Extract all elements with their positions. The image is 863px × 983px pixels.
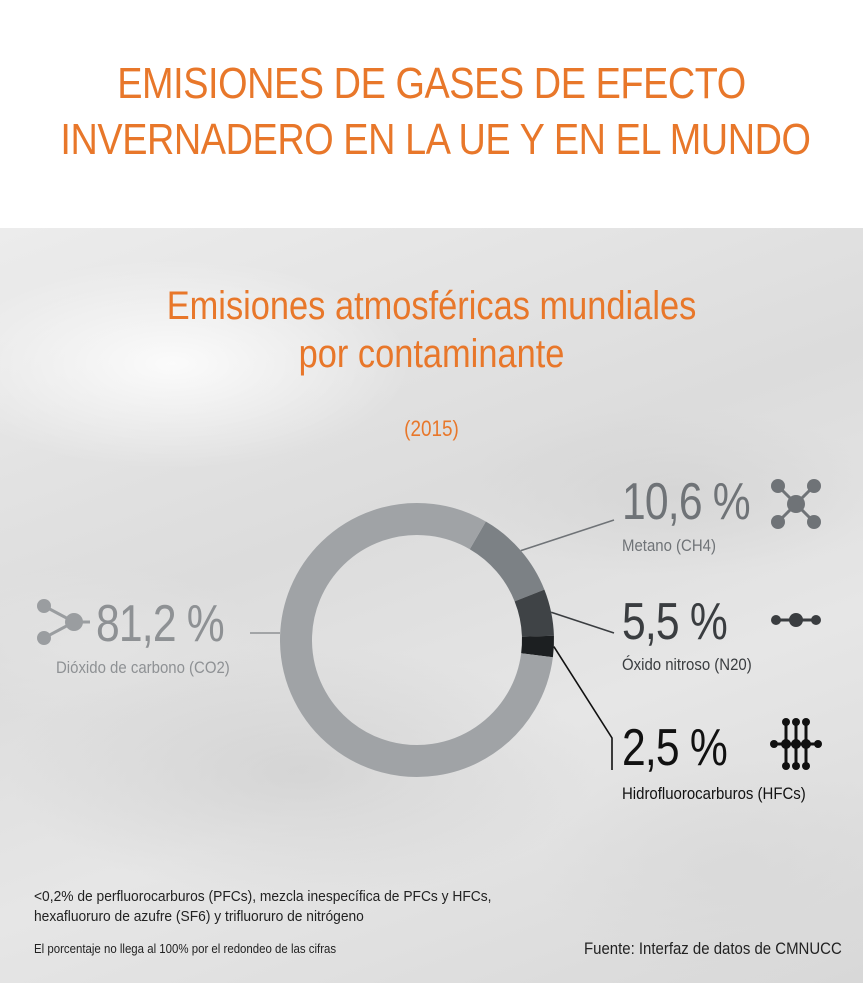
co2-label: Dióxido de carbono (CO2) [56, 658, 230, 677]
ch4-slice [469, 521, 545, 602]
n2o-label: Óxido nitroso (N20) [622, 655, 752, 674]
ch4-leader-line [520, 519, 615, 552]
hfc-label: Hidrofluorocarburos (HFCs) [622, 784, 806, 803]
hfc-leader-line [553, 646, 613, 770]
chart-title-line-2: por contaminante [298, 332, 565, 376]
source-credit: Fuente: Interfaz de datos de CMNUCC [584, 939, 842, 958]
footnote-rounding: El porcentaje no llega al 100% por el re… [34, 941, 337, 956]
page-title: EMISIONES DE GASES DE EFECTO INVERNADERO… [60, 56, 811, 168]
ch4-percentage: 10,6 % [622, 473, 751, 531]
footnote-other-gases: <0,2% de perfluorocarburos (PFCs), mezcl… [34, 888, 492, 925]
header: EMISIONES DE GASES DE EFECTO INVERNADERO… [0, 0, 863, 228]
chart-subtitle-year: (2015) [404, 416, 459, 441]
hfc-molecule-icon [770, 718, 822, 770]
nitrous-oxide-molecule-icon [771, 613, 821, 627]
chart-title-line-1: Emisiones atmosféricas mundiales [166, 284, 697, 328]
n2o-leader-line [550, 611, 615, 634]
co2-percentage: 81,2 % [96, 595, 225, 653]
n2o-percentage: 5,5 % [622, 593, 728, 651]
hfc-slice [521, 635, 554, 658]
ch4-label: Metano (CH4) [622, 536, 716, 555]
hfc-percentage: 2,5 % [622, 719, 728, 777]
methane-molecule-icon [771, 479, 821, 529]
page-title-line-2: INVERNADERO EN LA UE Y EN EL MUNDO [60, 115, 811, 164]
co2-molecule-icon [37, 599, 90, 645]
chart-title: Emisiones atmosféricas mundiales por con… [60, 282, 802, 378]
marble-background-panel [0, 228, 863, 983]
co2-slice [280, 503, 553, 777]
page-title-line-1: EMISIONES DE GASES DE EFECTO [117, 59, 746, 108]
n2o-slice [514, 589, 554, 638]
